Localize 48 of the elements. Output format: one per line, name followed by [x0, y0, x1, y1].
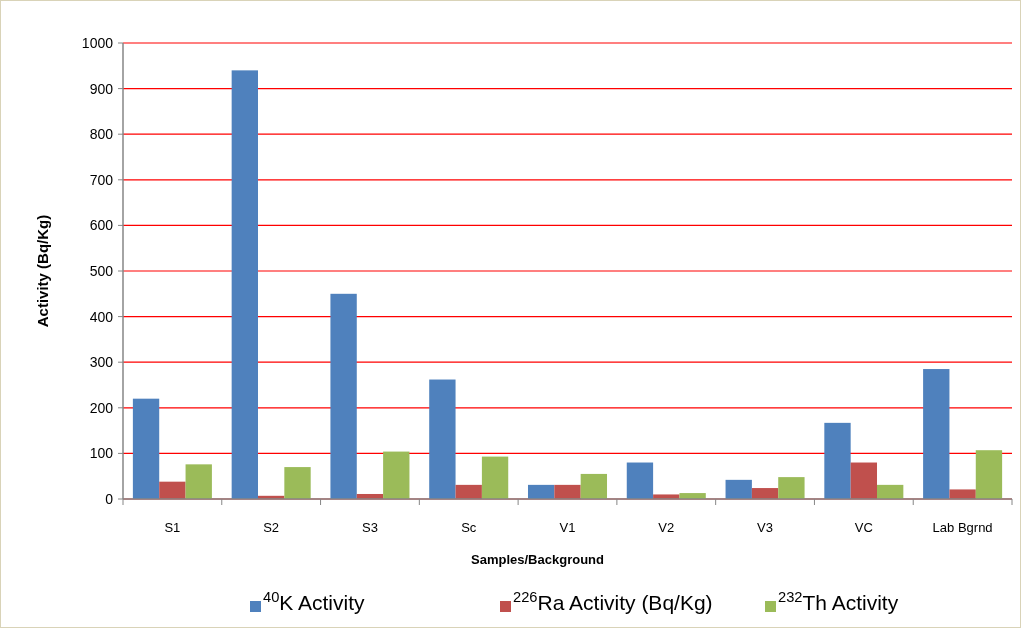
- bar: [284, 467, 311, 499]
- x-tick-label: Sc: [461, 520, 477, 535]
- y-tick-label: 900: [89, 80, 114, 97]
- y-tick-label: 500: [89, 262, 114, 279]
- bar: [527, 484, 555, 499]
- bar: [725, 479, 752, 499]
- bar: [751, 488, 779, 499]
- bar: [949, 489, 976, 499]
- y-tick-label: 400: [89, 308, 114, 325]
- x-axis-title: Samples/Background: [471, 552, 605, 567]
- bar: [975, 450, 1003, 499]
- legend-label: $^{232}$Th Activity: [778, 589, 899, 614]
- y-tick-label: 700: [89, 171, 114, 188]
- bar: [554, 484, 581, 499]
- y-tick-label: 100: [89, 445, 114, 462]
- bar: [383, 451, 410, 499]
- bar: [580, 473, 608, 499]
- bar: [185, 464, 212, 499]
- y-axis-title: Activity (Bq/Kg): [34, 214, 51, 328]
- x-tick-label: V2: [658, 520, 675, 535]
- bar: [877, 484, 904, 499]
- bar: [132, 398, 160, 499]
- bar: [850, 462, 877, 499]
- x-tick-label: Lab Bgrnd: [932, 520, 993, 535]
- bar: [159, 481, 186, 499]
- y-tick-label: 800: [89, 126, 114, 143]
- bar: [455, 484, 482, 499]
- bar: [824, 422, 851, 499]
- x-tick-label: VC: [854, 520, 873, 535]
- x-tick-label: S1: [164, 520, 181, 535]
- x-tick-label: V3: [757, 520, 774, 535]
- y-tick-label: 200: [89, 399, 114, 416]
- bar: [626, 462, 654, 499]
- bar: [481, 456, 509, 499]
- bar: [330, 293, 357, 499]
- legend-label: $^{226}$Ra Activity (Bq/Kg): [513, 589, 713, 614]
- bar: [231, 70, 258, 499]
- x-tick-label: S2: [263, 520, 280, 535]
- x-tick-label: S3: [361, 520, 378, 535]
- y-tick-label: 0: [105, 490, 114, 507]
- y-tick-label: 300: [89, 354, 114, 371]
- y-tick-label: 1000: [81, 34, 114, 51]
- bar: [923, 369, 950, 499]
- bar: [778, 477, 805, 499]
- y-tick-label: 600: [89, 217, 114, 234]
- bar: [429, 379, 456, 499]
- x-tick-label: V1: [559, 520, 576, 535]
- legend-label: $^{40}$K Activity: [263, 589, 366, 614]
